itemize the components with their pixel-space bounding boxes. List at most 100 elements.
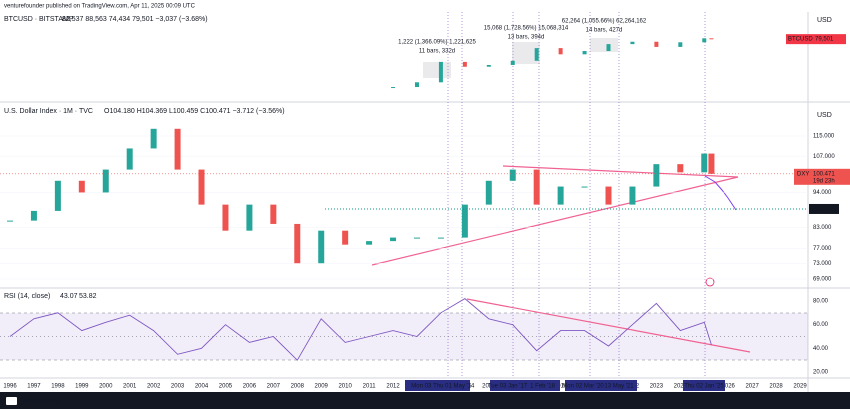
price-label: 83.000 <box>813 225 832 231</box>
candle <box>534 48 539 61</box>
price-label: 107.000 <box>813 154 835 160</box>
year-label: 2009 <box>315 384 329 390</box>
level-tag <box>809 203 839 214</box>
candle <box>270 204 277 224</box>
candle <box>246 204 253 231</box>
measure-label: 11 bars, 332d <box>419 49 455 55</box>
candle <box>709 38 714 40</box>
candle <box>198 169 205 205</box>
year-label: 2012 <box>386 384 400 390</box>
year-label: 2029 <box>793 384 807 390</box>
price-label: 77.000 <box>813 246 832 252</box>
candle <box>54 180 61 211</box>
year-label: 2023 <box>650 384 664 390</box>
date-highlight-label: Thu 02 Jan '25 <box>684 384 724 390</box>
rsi-value: 43.07 <box>60 293 78 300</box>
year-label: 1997 <box>27 384 41 390</box>
footer-logo <box>6 397 17 405</box>
year-label: 1996 <box>3 384 17 390</box>
date-highlight-label: Thu 01 May '14 <box>433 384 475 390</box>
header: venturefounder published on TradingView.… <box>4 4 196 10</box>
candle <box>126 148 133 170</box>
candle <box>630 41 635 45</box>
year-label: 2007 <box>267 384 281 390</box>
candle <box>318 230 325 264</box>
dxy-legend: U.S. Dollar Index · 1M · TVC <box>4 108 93 115</box>
candle <box>102 169 109 193</box>
candle <box>462 61 467 67</box>
candle <box>606 44 611 52</box>
candle <box>342 230 349 245</box>
footer-brand: TradingView <box>22 398 61 405</box>
measure-boxes <box>423 38 618 78</box>
event-icon <box>705 277 715 287</box>
candle <box>533 169 540 205</box>
rsi-label: 60.00 <box>813 322 829 328</box>
candle <box>582 51 587 55</box>
price-tag-price: 79,501 <box>815 37 834 43</box>
year-label: 2028 <box>769 384 783 390</box>
footer-bar <box>0 392 850 409</box>
date-highlight-label: Mon 02 Mar '20 <box>562 384 604 390</box>
candle <box>510 60 515 65</box>
candle <box>222 204 229 231</box>
measure-label: 62,264 (1,055.66%) 62,264,162 <box>562 19 647 25</box>
date-highlight <box>565 380 637 391</box>
date-highlight-label: 13 May '21 <box>604 384 634 390</box>
candle <box>708 153 715 174</box>
year-label: 2016 <box>482 384 496 390</box>
price-tag <box>786 34 846 45</box>
btc-ohlc: 82,537 88,563 74,434 79,501 −3,037 (−3.6… <box>62 16 208 23</box>
date-highlight-label: Tue 03 Jan '17 <box>488 384 528 390</box>
year-label: 2027 <box>745 384 759 390</box>
candle <box>438 61 443 83</box>
year-label: 2026 <box>722 384 736 390</box>
year-label: 2002 <box>147 384 161 390</box>
year-label: 2011 <box>363 384 377 390</box>
measure-label: 1,222 (1,366.09%) 1,221,625 <box>398 40 476 46</box>
price-label: 115.000 <box>813 134 835 140</box>
year-label: 2006 <box>243 384 257 390</box>
year-label: 2000 <box>99 384 113 390</box>
year-label: 1998 <box>51 384 65 390</box>
year-label: 2024 <box>674 384 688 390</box>
rsi-label: 40.00 <box>813 346 829 352</box>
btc-axis-unit: USD <box>817 17 832 24</box>
level-tag-label: 88.612 <box>813 207 832 213</box>
candle <box>391 87 396 89</box>
rsi-label: 20.00 <box>813 370 829 376</box>
candle <box>414 82 419 88</box>
candle <box>485 180 492 205</box>
year-label: 2005 <box>219 384 233 390</box>
year-label: 1999 <box>75 384 89 390</box>
price-tag-symbol: DXY <box>797 171 809 177</box>
forecast-path <box>704 175 737 211</box>
candle <box>558 48 563 55</box>
year-label: 2019 <box>554 384 568 390</box>
date-highlight-label: 1 Feb '18 <box>530 384 555 390</box>
price-label: 73.000 <box>813 261 832 267</box>
date-highlight-label: Mon 03 <box>411 384 432 390</box>
candle <box>557 186 564 205</box>
candle <box>390 237 397 242</box>
trendlines <box>371 165 751 353</box>
measure-label: 13 bars, 394d <box>508 35 545 41</box>
price-tag-price: 100.471 <box>813 171 835 177</box>
btc-legend: BTCUSD · BITSTAMP <box>4 16 74 23</box>
candle <box>701 153 708 173</box>
candle <box>654 41 659 47</box>
candle <box>653 164 660 187</box>
date-highlight <box>405 380 470 391</box>
candle <box>294 223 301 264</box>
rsi-line <box>9 298 712 361</box>
candle <box>486 64 491 67</box>
measure-label: 15,068 (1,728.56%) 15,068,314 <box>484 26 569 32</box>
price-tag <box>794 168 850 185</box>
candle <box>437 237 444 239</box>
candle <box>150 128 157 149</box>
candle <box>629 186 636 205</box>
candle <box>413 237 420 239</box>
year-label: 2001 <box>123 384 137 390</box>
candle <box>30 210 37 221</box>
rsi-ma-value: 53.82 <box>79 293 97 300</box>
